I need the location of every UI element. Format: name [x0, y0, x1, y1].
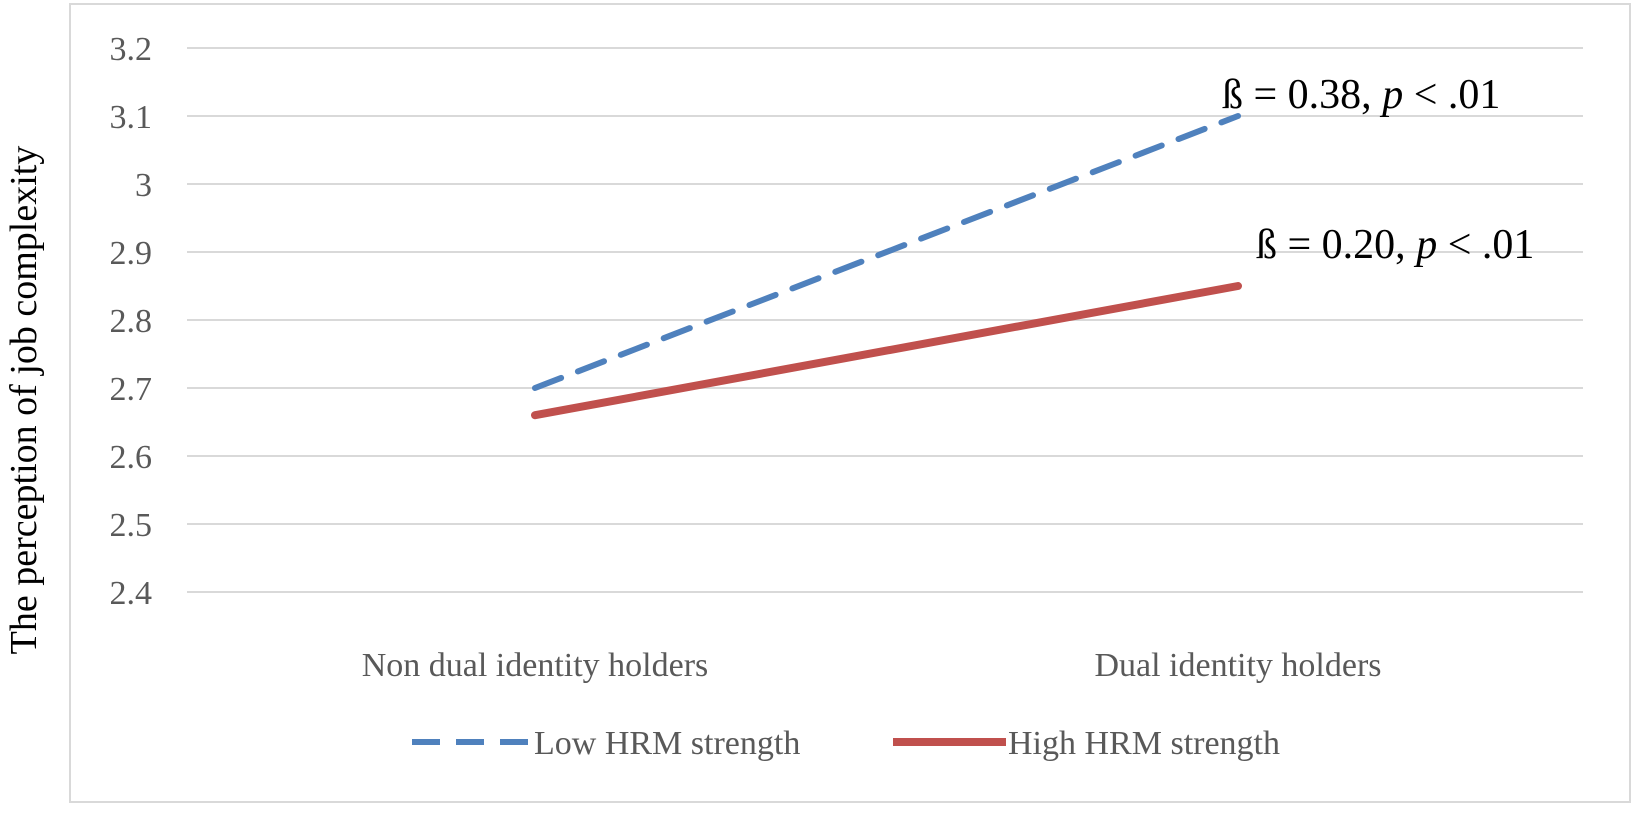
y-tick-label: 3.2	[110, 31, 153, 68]
x-axis-categories: Non dual identity holders Dual identity h…	[362, 647, 1382, 684]
annotations: ß = 0.38, p < .01ß = 0.20, p < .01	[1222, 72, 1534, 268]
y-tick-label: 2.4	[110, 575, 153, 612]
y-axis-label: The perception of job complexity	[3, 146, 45, 655]
y-tick-label: 2.5	[110, 507, 153, 544]
slope-annotation: ß = 0.38, p < .01	[1222, 72, 1500, 118]
y-tick-label: 3.1	[110, 99, 153, 136]
legend-label: High HRM strength	[1008, 725, 1280, 762]
y-tick-label: 2.8	[110, 303, 153, 340]
beta-text: ß = 0.20,	[1256, 222, 1416, 268]
p-value-text: < .01	[1403, 72, 1500, 118]
series-line-low-hrm	[532, 113, 1241, 391]
p-value-text: < .01	[1437, 222, 1534, 268]
beta-text: ß = 0.38,	[1222, 72, 1382, 118]
y-tick-label: 2.7	[110, 371, 153, 408]
y-tick-label: 2.6	[110, 439, 153, 476]
legend: Low HRM strength High HRM strength	[412, 725, 1280, 762]
y-tick-label: 3	[135, 167, 152, 204]
series-lines	[531, 113, 1242, 420]
x-category-label: Non dual identity holders	[362, 647, 709, 684]
y-tick-label: 2.9	[110, 235, 153, 272]
chart-border	[69, 3, 1631, 803]
legend-label: Low HRM strength	[534, 725, 800, 762]
slope-annotation: ß = 0.20, p < .01	[1256, 222, 1534, 268]
p-symbol: p	[1379, 72, 1403, 118]
y-axis-ticks: 2.4 2.5 2.6 2.7 2.8 2.9 3 3.1 3.2	[110, 31, 153, 612]
p-symbol: p	[1413, 222, 1437, 268]
x-category-label: Dual identity holders	[1094, 647, 1381, 684]
series-line-high-hrm	[531, 282, 1242, 420]
